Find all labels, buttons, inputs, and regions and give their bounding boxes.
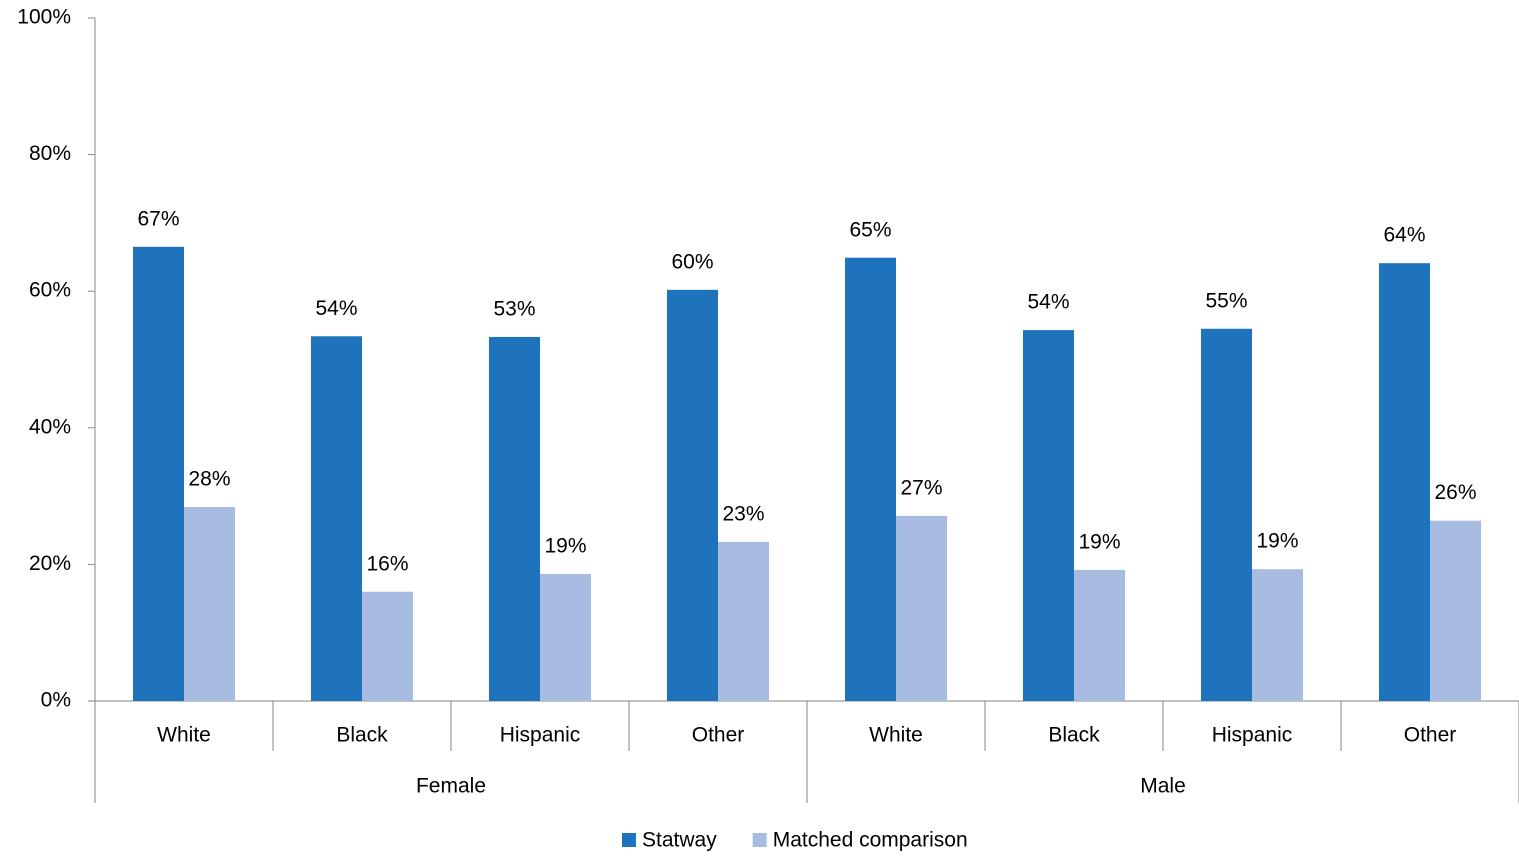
data-label: 19% <box>544 535 586 558</box>
data-label: 28% <box>188 468 230 491</box>
data-label: 64% <box>1383 224 1425 247</box>
data-label: 54% <box>1027 291 1069 314</box>
legend-swatch <box>752 833 767 847</box>
x-tick-label: Other <box>1404 724 1457 747</box>
bar <box>1023 330 1074 701</box>
x-tick-label: Black <box>336 724 388 747</box>
data-label: 65% <box>849 218 891 241</box>
data-label: 27% <box>900 476 942 499</box>
x-tick-label: Other <box>692 724 745 747</box>
y-tick-label: 40% <box>29 415 71 438</box>
bar <box>667 289 718 701</box>
bar <box>1430 520 1481 701</box>
x-tick-label: White <box>157 724 211 747</box>
legend-label: Matched comparison <box>773 829 968 852</box>
bar <box>540 573 591 701</box>
y-tick-label: 20% <box>29 552 71 575</box>
x-tick-label: Hispanic <box>500 724 581 747</box>
data-label: 19% <box>1256 530 1298 553</box>
bar <box>896 515 947 701</box>
bar <box>184 507 235 701</box>
data-label: 23% <box>722 502 764 525</box>
bar <box>1074 569 1125 701</box>
data-label: 26% <box>1434 481 1476 504</box>
bar <box>133 246 184 701</box>
data-label: 53% <box>493 298 535 321</box>
x-tick-label: Hispanic <box>1212 724 1293 747</box>
y-tick-label: 80% <box>29 142 71 165</box>
y-tick-label: 0% <box>41 689 71 712</box>
bar <box>1252 569 1303 701</box>
bar <box>1201 328 1252 701</box>
data-label: 19% <box>1078 530 1120 553</box>
data-label: 67% <box>137 207 179 230</box>
data-label: 54% <box>315 297 357 320</box>
x-tick-label: White <box>869 724 923 747</box>
data-label: 55% <box>1205 289 1247 312</box>
bar <box>489 336 540 701</box>
bar <box>311 336 362 701</box>
y-tick-label: 100% <box>17 6 71 29</box>
y-tick-label: 60% <box>29 279 71 302</box>
legend-label: Statway <box>642 829 717 852</box>
group-label: Female <box>416 775 486 798</box>
bar <box>845 257 896 701</box>
bar <box>1379 263 1430 701</box>
group-label: Male <box>1140 775 1186 798</box>
data-label: 60% <box>671 250 713 273</box>
x-tick-label: Black <box>1048 724 1100 747</box>
data-label: 16% <box>366 552 408 575</box>
bar <box>362 591 413 701</box>
bar <box>718 541 769 701</box>
legend-swatch <box>622 833 636 847</box>
